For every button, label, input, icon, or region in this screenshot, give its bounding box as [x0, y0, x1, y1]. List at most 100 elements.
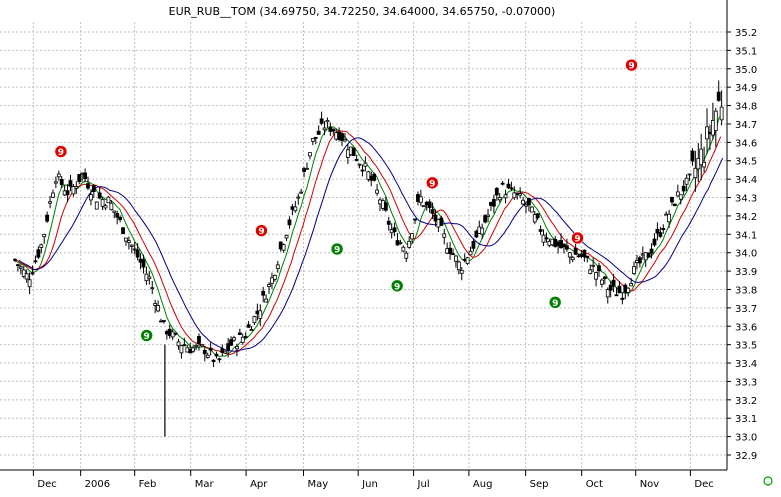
price-bar-body [83, 172, 87, 180]
y-tick-label: 33.7 [735, 304, 757, 315]
signal-circle [255, 224, 268, 237]
signal-marker: 9 [255, 224, 268, 237]
price-bar-body [600, 279, 604, 285]
price-bar-body [48, 201, 52, 204]
x-tick-label: Oct [586, 479, 603, 490]
price-bar-body [439, 217, 444, 226]
price-bar-body [243, 336, 248, 338]
y-tick-label: 33.2 [735, 396, 757, 407]
price-bar-body [267, 284, 271, 287]
y-tick-label: 33.3 [735, 377, 757, 388]
price-bar-body [512, 192, 517, 199]
price-bar-body [56, 173, 61, 178]
price-bar-body [118, 216, 123, 220]
price-bar-body [325, 120, 330, 123]
price-bar-body [518, 193, 523, 196]
price-bar-body [51, 192, 55, 198]
price-bar-body [637, 257, 642, 264]
price-bar-body [474, 230, 479, 238]
signal-markers: 9 9 9 9 9 9 9 9 9 [54, 58, 638, 342]
price-bar-body [343, 138, 347, 142]
price-bar-body [205, 354, 210, 358]
signal-label: 9 [628, 62, 634, 72]
price-bar-body [407, 240, 412, 248]
price-bar-body [71, 186, 76, 195]
price-bar-body [354, 159, 359, 161]
y-tick-label: 33.9 [735, 267, 757, 278]
price-bar-body [430, 209, 435, 214]
price-bar-body [16, 264, 20, 267]
price-bar-body [605, 289, 610, 298]
signal-marker: 9 [390, 279, 404, 292]
signal-label: 9 [258, 227, 264, 237]
signal-circle [625, 58, 638, 72]
moving-average-line [16, 130, 722, 356]
signal-marker: 9 [548, 296, 562, 309]
price-bar-body [226, 343, 231, 351]
price-bar-body [296, 196, 301, 199]
price-bar-body [483, 215, 488, 223]
x-tick-label: Jun [361, 479, 378, 490]
price-bar-body [503, 194, 508, 199]
x-tick-label: Mar [195, 479, 215, 490]
price-bar-body [331, 128, 336, 132]
price-bar-body [319, 118, 324, 124]
price-bar-body [699, 148, 704, 166]
y-tick-label: 34.2 [735, 212, 757, 223]
price-bar-body [500, 182, 505, 185]
price-bar-body [573, 247, 578, 255]
price-bar-body [302, 168, 306, 172]
price-bar-body [509, 187, 514, 190]
price-bar-body [626, 287, 631, 293]
price-bar-body [258, 310, 263, 319]
price-bar-body [115, 213, 120, 218]
price-bar-body [418, 196, 423, 203]
y-tick-label: 33.0 [735, 433, 757, 444]
price-bar-body [179, 345, 184, 354]
price-bar-body [602, 276, 607, 280]
price-bar-body [21, 269, 26, 277]
price-bar-body [53, 181, 58, 184]
price-bar-body [129, 244, 134, 247]
y-tick-label: 34.1 [735, 230, 757, 241]
price-bar-body [252, 316, 257, 324]
price-bar-body [86, 183, 90, 189]
price-bar-body [30, 272, 35, 275]
price-bar-body [363, 162, 368, 167]
price-bar-body [246, 324, 251, 328]
price-bar-body [237, 332, 242, 336]
price-bar-body [106, 196, 111, 204]
price-bar-body [235, 346, 239, 350]
y-tick-label: 34.5 [735, 157, 757, 168]
price-bar-body [468, 250, 473, 256]
signal-circle [330, 242, 344, 256]
price-bar-body [529, 206, 534, 213]
signal-circle [54, 145, 68, 158]
price-bar-body [197, 336, 201, 344]
x-tick-label: 2006 [85, 479, 110, 490]
price-bar-body [713, 110, 718, 132]
price-bar-body [524, 204, 528, 207]
y-tick-label: 34.8 [735, 102, 757, 113]
price-bar-body [202, 349, 207, 355]
price-bar-body [678, 194, 683, 200]
signal-marker: 9 [330, 242, 344, 256]
price-bar-body [582, 249, 587, 258]
price-bar-body [591, 264, 596, 267]
price-bar-body [194, 344, 198, 347]
price-bar-body [655, 228, 660, 234]
moving-averages [14, 114, 724, 358]
price-bar-body [316, 130, 321, 135]
price-bar-body [433, 214, 438, 222]
price-bars [13, 80, 724, 437]
price-bar-body [646, 252, 651, 258]
price-bar-body [716, 91, 721, 101]
price-bar-body [421, 205, 426, 208]
price-bar-body [448, 247, 452, 254]
price-bar-body [684, 177, 689, 185]
moving-average-line [18, 137, 724, 352]
price-bar-body [427, 201, 432, 209]
price-bar-body [486, 214, 490, 217]
signal-circle [571, 231, 584, 245]
